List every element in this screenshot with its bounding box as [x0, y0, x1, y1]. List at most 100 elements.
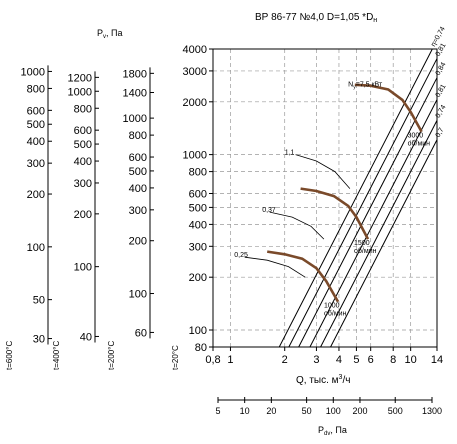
- pv-scale-label: 500: [74, 139, 92, 151]
- pv-scale-label: 600: [27, 105, 45, 117]
- efficiency-line: [298, 77, 438, 348]
- pv-axis-label: Pv, Па: [97, 28, 123, 40]
- power-isoline: [295, 154, 351, 189]
- pv-scale-temperature: t=600°C: [5, 341, 14, 370]
- pdv-tick-label: 200: [352, 406, 367, 416]
- pv-scale-label: 100: [74, 262, 92, 274]
- pv-scale-label: 400: [27, 136, 45, 148]
- x-tick-label: 3: [313, 354, 319, 366]
- efficiency-lines: η=0,740,810,840,810,740,7: [278, 26, 448, 348]
- pv-scale-label: 100: [27, 242, 45, 254]
- x-tick-label: 6: [368, 354, 374, 366]
- pdv-scale: 5 10 20 50 100 200 500 1300: [215, 397, 442, 416]
- y-tick-label: 3000: [183, 66, 207, 78]
- y-tick-label: 2000: [183, 97, 207, 109]
- pv-scale-label: 800: [27, 83, 45, 95]
- power-label: 0,37: [262, 207, 276, 214]
- pv-scale-label: 500: [27, 119, 45, 131]
- x-tick-label: 5: [353, 354, 359, 366]
- x-tick-label: 4: [336, 354, 342, 366]
- power-isolines: [244, 154, 351, 278]
- efficiency-line: [288, 58, 438, 348]
- pv-scale-label: 600: [129, 152, 147, 164]
- pv-scale-label: 200: [74, 209, 92, 221]
- plot-frame: [212, 48, 438, 348]
- pv-scale-label: 1800: [123, 68, 147, 80]
- pv-scale-label: 1000: [123, 113, 147, 125]
- pv-scale-label: 300: [27, 158, 45, 170]
- power-isoline: [244, 256, 306, 278]
- performance-curve: [354, 83, 423, 133]
- pdv-tick-label: 10: [240, 406, 250, 416]
- y-tick-label: 100: [189, 325, 207, 337]
- y-tick-label: 4000: [183, 44, 207, 56]
- pv-scale-label: 1000: [21, 66, 45, 78]
- curve-speed-unit: об/мин: [408, 140, 431, 148]
- curve-speed-label: 1000: [324, 303, 340, 310]
- efficiency-line: [278, 48, 433, 348]
- x-tick-label: 0,8: [205, 354, 220, 366]
- efficiency-line: [309, 99, 438, 348]
- pv-scale-label: 300: [74, 178, 92, 190]
- pdv-tick-label: 20: [266, 406, 276, 416]
- pv-scale-label: 60: [135, 327, 147, 339]
- chart-title: ВР 86-77 №4,0 D=1,05 *Dн: [255, 12, 377, 24]
- power-label: 1,1: [285, 150, 295, 157]
- y-tick-label: 400: [189, 219, 207, 231]
- performance-curves: [267, 83, 423, 303]
- t20-label: t=20°C: [171, 345, 180, 370]
- pdv-tick-label: 1300: [422, 406, 442, 416]
- performance-curve: [267, 250, 340, 303]
- pv-scale-label: 30: [33, 334, 45, 346]
- y-tick-label: 500: [189, 202, 207, 214]
- pdv-tick-label: 500: [388, 406, 403, 416]
- y-tick-label: 80: [195, 342, 207, 354]
- y-tick-label: 1000: [183, 150, 207, 162]
- pv-scale-label: 100: [129, 289, 147, 301]
- efficiency-line: [320, 120, 438, 348]
- pdv-tick-label: 5: [215, 406, 220, 416]
- pdv-tick-label: 50: [302, 406, 312, 416]
- pv-scale-label: 200: [129, 236, 147, 248]
- curve-speed-unit: об/мин: [354, 247, 377, 255]
- pv-scale-label: 50: [33, 295, 45, 307]
- performance-curve: [300, 187, 370, 240]
- x-tick-label: 14: [431, 354, 443, 366]
- x-tick-label: 10: [405, 354, 417, 366]
- pv-scale-label: 600: [74, 125, 92, 137]
- curve-speed-label: 1500: [354, 240, 370, 247]
- efficiency-line: [330, 139, 438, 348]
- pv-scale-label: 800: [129, 130, 147, 142]
- y-tick-label: 600: [189, 189, 207, 201]
- power-label: Nу=7,5 кВт: [348, 81, 383, 90]
- pv-scale-temperature: t=200°C: [107, 341, 116, 370]
- x-tick-label: 8: [390, 354, 396, 366]
- y-tick-label: 300: [189, 241, 207, 253]
- power-label: 0,25: [234, 252, 248, 259]
- x-tick-label: 2: [282, 354, 288, 366]
- pv-scale-label: 400: [74, 156, 92, 168]
- pv-scale-label: 500: [129, 166, 147, 178]
- pv-scale-label: 800: [74, 103, 92, 115]
- curve-speed-label: 3000: [408, 133, 424, 140]
- y-tick-label: 800: [189, 167, 207, 179]
- power-isoline: [269, 211, 325, 240]
- pv-scale-label: 1000: [68, 86, 92, 98]
- y-tick-label: 200: [189, 272, 207, 284]
- pdv-tick-label: 100: [326, 406, 341, 416]
- efficiency-label: 0,7: [435, 127, 446, 139]
- x-axis-ticks: 0,8 1 2 3 4 5 6 8 10 14: [205, 347, 443, 366]
- pv-scale-temperature: t=400°C: [52, 341, 61, 370]
- pv-scale-label: 40: [80, 331, 92, 343]
- pdv-axis-label: Pdv, Па: [318, 425, 347, 437]
- x-tick-label: 1: [227, 354, 233, 366]
- pv-scales: 30 50 100 200 300 400 500 600 800 1000 t=600°C 40 10…: [5, 65, 154, 370]
- curve-speed-unit: об/мин: [324, 310, 347, 318]
- pv-scale-label: 200: [27, 189, 45, 201]
- x-axis-label: Q, тыс. м3/ч: [296, 374, 350, 386]
- pv-scale-label: 1200: [68, 72, 92, 84]
- pv-scale-label: 300: [129, 205, 147, 217]
